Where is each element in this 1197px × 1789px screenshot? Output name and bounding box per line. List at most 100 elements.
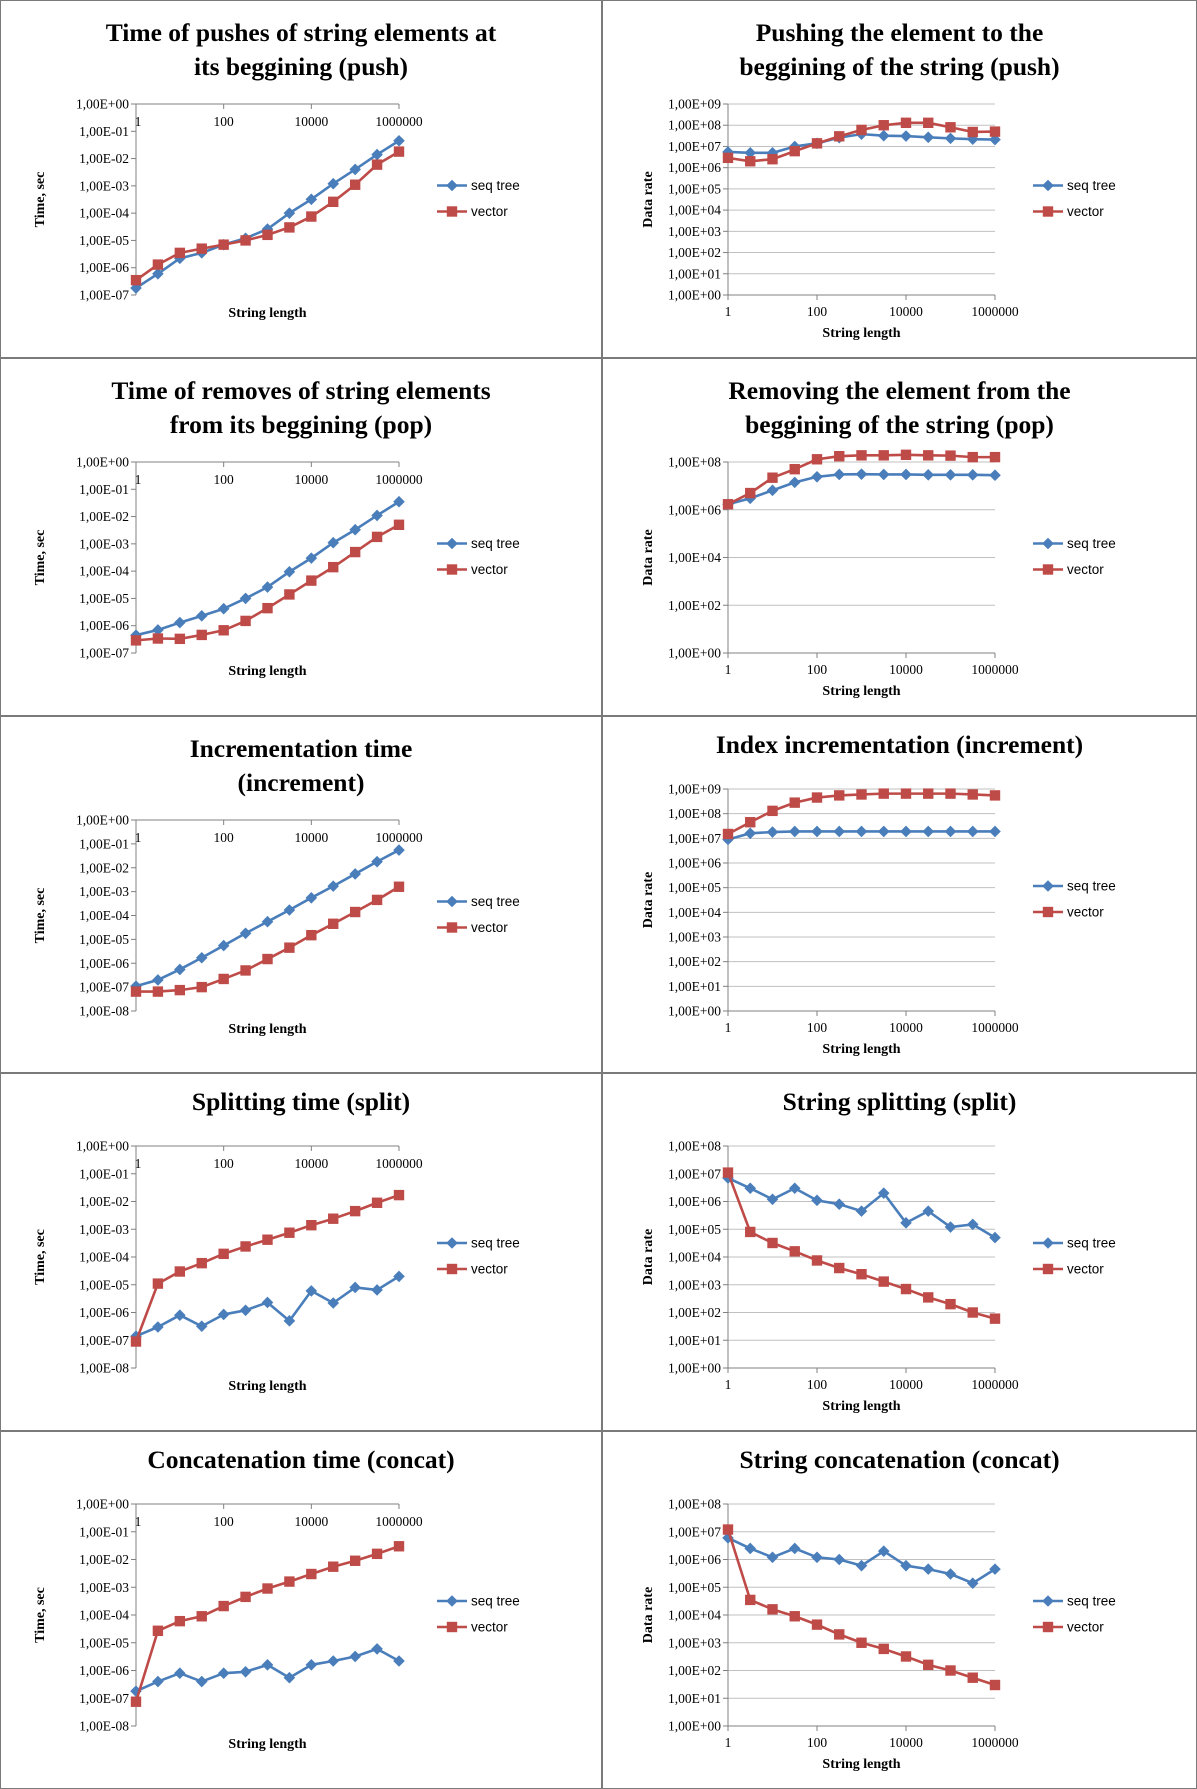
data-point bbox=[834, 789, 845, 801]
data-point bbox=[393, 134, 405, 147]
x-axis-label: String length bbox=[822, 1757, 900, 1772]
y-axis-label: Time, sec bbox=[33, 529, 48, 585]
y-tick-label: 1,00E-01 bbox=[79, 1524, 129, 1539]
data-point bbox=[174, 247, 186, 259]
y-tick-label: 1,00E-05 bbox=[79, 233, 129, 248]
x-tick-label: 100 bbox=[214, 114, 235, 129]
y-tick-label: 1,00E-01 bbox=[79, 836, 129, 851]
legend-label: vector bbox=[1067, 562, 1104, 577]
data-point bbox=[195, 1320, 208, 1333]
data-point bbox=[856, 788, 867, 800]
y-axis-label: Time, sec bbox=[33, 1587, 48, 1643]
y-tick-label: 1,00E+04 bbox=[668, 1608, 721, 1623]
data-point bbox=[722, 828, 734, 839]
x-tick-label: 10000 bbox=[294, 1514, 328, 1529]
data-point bbox=[989, 469, 1001, 481]
data-point bbox=[923, 1292, 934, 1303]
x-tick-label: 1000000 bbox=[971, 1735, 1019, 1750]
chart-title: String splitting (split) bbox=[783, 1087, 1017, 1116]
x-tick-label: 1 bbox=[135, 1156, 142, 1171]
x-tick-label: 10000 bbox=[889, 1020, 923, 1035]
legend-label: vector bbox=[471, 920, 508, 935]
y-axis-label: Data rate bbox=[641, 1229, 656, 1285]
data-point bbox=[327, 177, 340, 190]
data-point bbox=[788, 476, 801, 488]
legend-label: seq tree bbox=[1067, 178, 1116, 193]
data-point bbox=[152, 633, 164, 644]
data-point bbox=[261, 581, 274, 593]
data-point bbox=[328, 918, 339, 929]
data-point bbox=[766, 825, 779, 838]
data-point bbox=[877, 129, 890, 142]
data-point bbox=[722, 152, 734, 164]
data-point bbox=[283, 565, 296, 578]
data-point bbox=[767, 805, 778, 816]
data-point bbox=[878, 1643, 889, 1655]
chart-svg: Splitting time (split) 1,00E-08 1,00E-07 1,… bbox=[33, 1087, 520, 1394]
legend-marker bbox=[446, 895, 458, 907]
data-point bbox=[811, 470, 823, 483]
data-point bbox=[174, 633, 186, 644]
y-tick-label: 1,00E-03 bbox=[79, 884, 129, 899]
y-tick-label: 1,00E+00 bbox=[76, 812, 129, 827]
chart-title: Time of pushes of string elements at bbox=[106, 18, 497, 47]
data-point bbox=[152, 985, 164, 997]
chart-panel-increment-rate: Index incrementation (increment) 1,00E+00… bbox=[602, 715, 1197, 1074]
y-tick-label: 1,00E-08 bbox=[79, 1003, 129, 1018]
legend-marker bbox=[1042, 1595, 1054, 1607]
data-point bbox=[174, 984, 186, 995]
data-point bbox=[371, 894, 383, 905]
y-tick-label: 1,00E-04 bbox=[79, 1608, 129, 1623]
data-point bbox=[811, 1619, 823, 1631]
x-axis-label: String length bbox=[822, 1399, 900, 1414]
legend-label: vector bbox=[471, 562, 508, 577]
y-tick-label: 1,00E+00 bbox=[668, 1003, 721, 1018]
data-point bbox=[393, 519, 405, 530]
data-point bbox=[989, 1679, 1001, 1691]
x-tick-label: 100 bbox=[214, 830, 235, 845]
y-tick-label: 1,00E+00 bbox=[668, 1719, 721, 1734]
x-tick-label: 1000000 bbox=[375, 1514, 423, 1529]
data-point bbox=[923, 117, 934, 129]
data-point bbox=[811, 1255, 823, 1267]
data-point bbox=[284, 942, 295, 953]
chart-svg: Removing the element from the beggining o… bbox=[641, 376, 1116, 699]
data-point bbox=[922, 825, 935, 837]
data-point bbox=[944, 1221, 957, 1234]
data-point bbox=[283, 1672, 296, 1684]
data-point bbox=[788, 1182, 801, 1195]
data-point bbox=[744, 1542, 757, 1555]
chart-panel-concat-time: Concatenation time (concat) 1,00E-08 1,00E… bbox=[0, 1431, 602, 1789]
y-tick-label: 1,00E-04 bbox=[79, 1250, 129, 1265]
data-point bbox=[283, 903, 296, 916]
data-point bbox=[789, 145, 800, 157]
data-point bbox=[196, 1258, 207, 1269]
data-point bbox=[327, 1297, 340, 1310]
legend-marker bbox=[446, 1264, 458, 1275]
data-point bbox=[262, 229, 273, 241]
data-point bbox=[966, 1577, 979, 1590]
data-point bbox=[722, 1167, 734, 1179]
data-point bbox=[239, 592, 252, 605]
chart-title: Time of removes of string elements bbox=[111, 376, 490, 405]
data-point bbox=[745, 1594, 756, 1606]
data-point bbox=[900, 449, 912, 460]
data-point bbox=[152, 973, 164, 986]
y-tick-label: 1,00E+03 bbox=[668, 224, 721, 239]
legend-marker bbox=[446, 1595, 458, 1607]
data-point bbox=[130, 274, 142, 286]
y-tick-label: 1,00E+02 bbox=[668, 954, 721, 969]
y-tick-label: 1,00E+02 bbox=[668, 1305, 721, 1320]
y-axis-label: Data rate bbox=[641, 529, 656, 585]
data-point bbox=[174, 1309, 186, 1322]
legend-label: vector bbox=[1067, 204, 1104, 219]
y-tick-label: 1,00E+05 bbox=[668, 1580, 721, 1595]
x-axis-label: String length bbox=[228, 1379, 306, 1394]
y-tick-label: 1,00E+06 bbox=[668, 855, 721, 870]
legend-label: seq tree bbox=[471, 178, 520, 193]
y-tick-label: 1,00E+04 bbox=[668, 1250, 721, 1265]
x-axis-label: String length bbox=[228, 306, 306, 321]
data-point bbox=[305, 1285, 318, 1298]
data-point bbox=[283, 207, 296, 219]
data-point bbox=[834, 1263, 845, 1274]
